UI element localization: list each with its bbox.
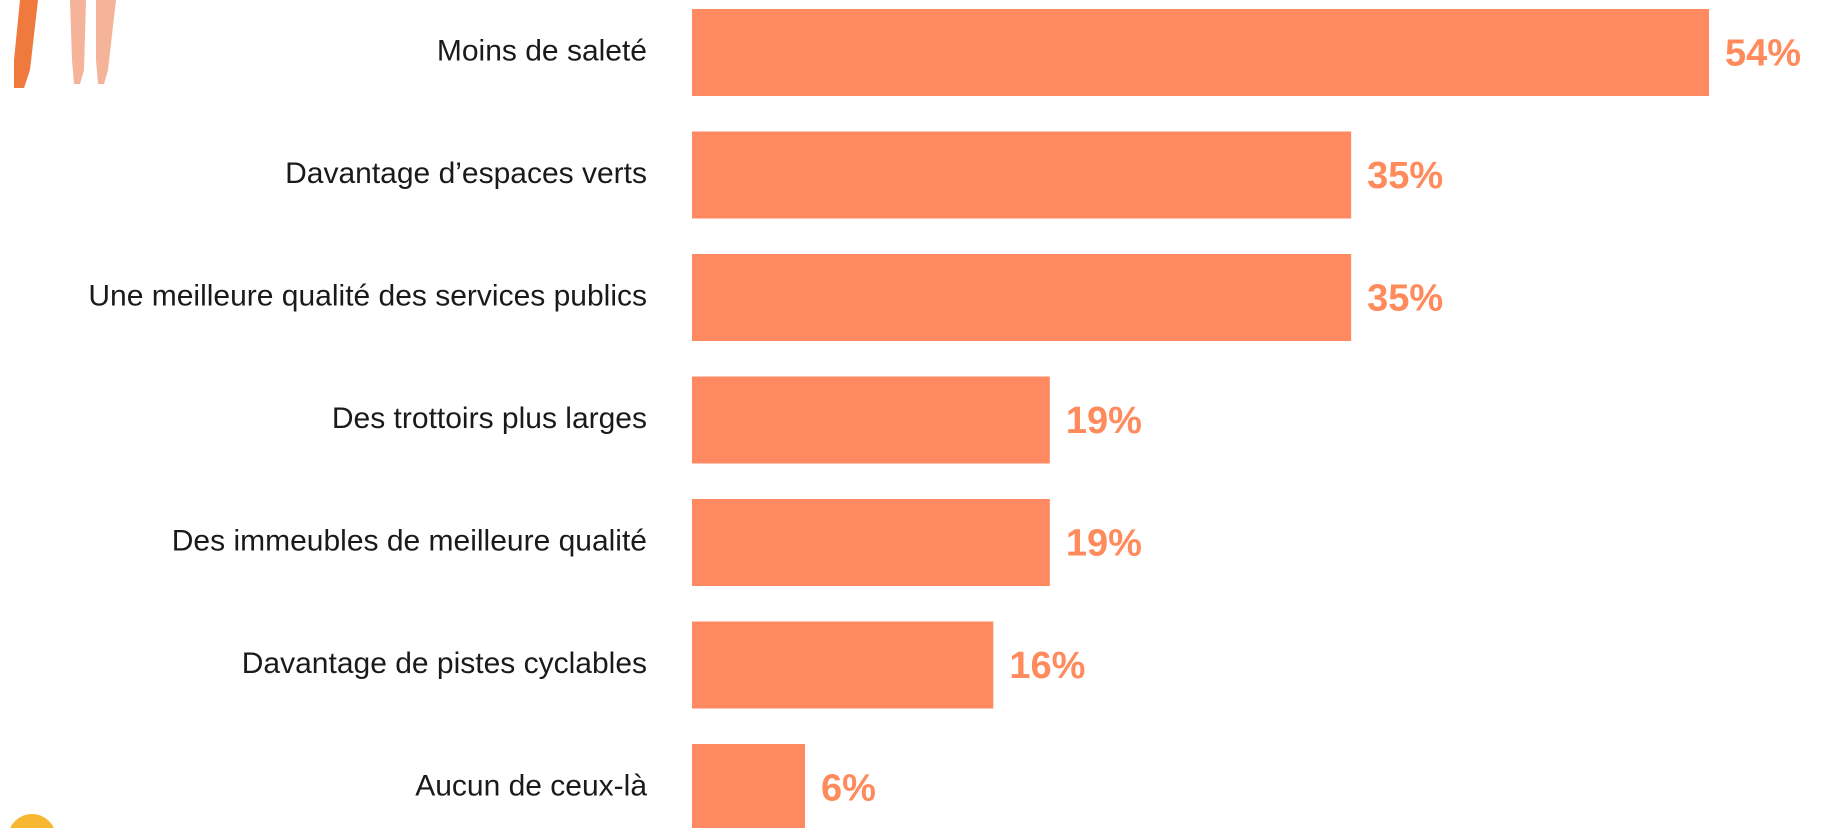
category-label: Davantage d’espaces verts	[285, 157, 647, 190]
category-label: Moins de saleté	[437, 34, 647, 67]
value-label: 6%	[821, 768, 876, 810]
category-label: Aucun de ceux-là	[415, 769, 647, 802]
value-label: 35%	[1367, 278, 1443, 320]
figure-leg	[14, 0, 38, 88]
category-label: Davantage de pistes cyclables	[242, 647, 647, 680]
category-label: Une meilleure qualité des services publi…	[88, 279, 647, 312]
value-label: 54%	[1725, 33, 1801, 75]
value-label: 19%	[1066, 400, 1142, 442]
bar	[692, 621, 994, 709]
bar	[692, 254, 1352, 341]
illustration	[10, 0, 116, 828]
category-label: Des trottoirs plus larges	[332, 402, 647, 435]
decor-circle	[10, 814, 54, 828]
figure-leg	[70, 0, 86, 84]
bar	[692, 499, 1050, 586]
category-label: Des immeubles de meilleure qualité	[172, 524, 647, 557]
figure-leg	[96, 0, 116, 84]
bar	[692, 744, 805, 828]
bar	[692, 9, 1709, 96]
bar	[692, 131, 1352, 219]
value-label: 35%	[1367, 155, 1443, 197]
value-label: 16%	[1009, 645, 1085, 687]
bar	[692, 376, 1050, 464]
value-label: 19%	[1066, 523, 1142, 565]
